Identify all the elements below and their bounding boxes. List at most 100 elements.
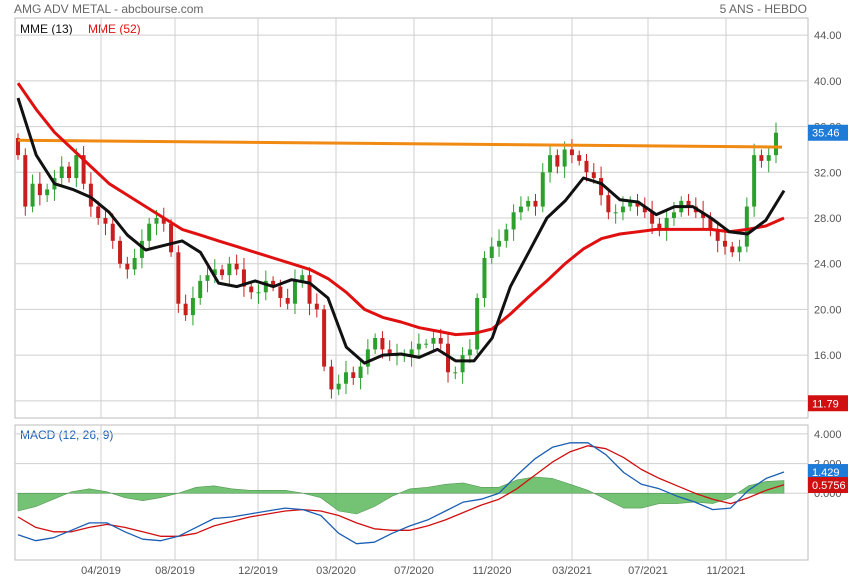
candle-body: [730, 246, 735, 253]
candle-body: [241, 269, 246, 287]
candle-body: [59, 166, 64, 178]
candle-body: [599, 178, 604, 196]
candle-body: [759, 155, 764, 161]
candle-body: [628, 200, 633, 207]
candle-body: [30, 183, 35, 207]
candle-body: [752, 155, 757, 207]
candle-body: [45, 189, 50, 196]
candle-body: [37, 183, 42, 196]
candle-body: [577, 155, 582, 161]
low-price-badge: 11.79: [812, 398, 839, 410]
candle-body: [358, 366, 363, 378]
candle-body: [518, 206, 523, 213]
x-tick-label: 11/2021: [707, 565, 746, 577]
candle-body: [766, 155, 771, 161]
price-y-tick-label: 24.00: [814, 259, 842, 271]
candle-body: [650, 212, 655, 224]
candle-body: [307, 275, 312, 304]
legend-mme-13: MME (13): [20, 22, 73, 36]
candle-body: [292, 280, 297, 304]
candle-body: [737, 246, 742, 253]
candle-body: [322, 309, 327, 367]
candle-body: [715, 229, 720, 241]
candle-body: [132, 258, 137, 270]
x-tick-label: 03/2021: [552, 565, 592, 577]
candle-body: [642, 206, 647, 213]
candle-body: [489, 246, 494, 258]
candle-body: [190, 298, 195, 316]
candle-body: [467, 349, 472, 356]
macd-y-tick-label: 4.000: [814, 429, 842, 441]
macd-histogram: [17, 476, 785, 515]
macd-value-badge-bg: [808, 464, 848, 481]
price-y-tick-label: 32.00: [814, 167, 842, 179]
candle-body: [212, 269, 217, 276]
candle-body: [154, 218, 159, 224]
macd-signal-badge-bg: [808, 477, 848, 494]
resistance-line: [17, 138, 783, 149]
candle-body: [271, 280, 276, 287]
price-y-tick-label: 20.00: [814, 304, 842, 316]
candle-body: [774, 132, 778, 156]
candle-body: [314, 303, 319, 310]
macd-signal-badge: 0.5756: [812, 480, 846, 492]
candle-body: [183, 303, 188, 316]
x-tick-label: 07/2021: [628, 565, 668, 577]
candle-body: [497, 240, 502, 247]
candle-body: [96, 206, 101, 218]
candle-body: [548, 155, 553, 173]
candle-body: [657, 223, 662, 230]
candle-body: [424, 343, 429, 345]
candle-body: [205, 275, 210, 281]
candle-body: [635, 200, 640, 207]
candle-body: [453, 372, 458, 374]
candle-body: [263, 280, 268, 293]
last-price-badge-bg: [808, 124, 848, 141]
candle-body: [511, 212, 516, 230]
candle-body: [671, 212, 676, 218]
low-price-badge-bg: [808, 395, 848, 412]
candle-body: [373, 338, 378, 350]
candle-body: [74, 155, 79, 178]
candle-body: [460, 355, 465, 373]
macd-signal-line: [17, 445, 785, 537]
candle-body: [256, 292, 261, 294]
candle-body: [336, 383, 341, 390]
candle-body: [329, 366, 334, 390]
candle-body: [555, 155, 560, 167]
x-tick-label: 11/2020: [473, 565, 512, 577]
candle-body: [110, 223, 115, 241]
candle-body: [227, 263, 232, 276]
legend-macd: MACD (12, 26, 9): [20, 428, 114, 442]
candle-body: [482, 258, 487, 298]
x-tick-label: 08/2019: [155, 565, 195, 577]
candle-body: [285, 298, 290, 304]
candle-body: [504, 229, 509, 241]
candle-body: [169, 223, 174, 253]
candle-body: [664, 218, 669, 230]
chart-header-title: AMG ADV METAL - abcbourse.com: [14, 2, 204, 16]
candle-body: [584, 160, 589, 173]
candle-body: [438, 338, 443, 344]
x-tick-label: 07/2020: [394, 565, 434, 577]
candle-body: [722, 240, 727, 247]
candle-body: [387, 349, 392, 356]
candle-body: [118, 240, 123, 264]
candle-body: [533, 200, 538, 207]
macd-value-badge: 1.429: [812, 467, 840, 479]
x-tick-label: 04/2019: [81, 565, 121, 577]
candle-body: [103, 218, 108, 224]
candle-body: [613, 212, 618, 214]
candle-body: [409, 349, 414, 356]
last-price-badge: 35.46: [812, 128, 840, 140]
candle-body: [446, 343, 451, 373]
candle-body: [67, 166, 72, 178]
candle-body: [220, 269, 225, 276]
candle-body: [300, 275, 305, 281]
price-y-tick-label: 40.00: [814, 76, 842, 88]
candle-body: [81, 155, 86, 184]
candle-body: [198, 280, 203, 298]
macd-line: [17, 442, 785, 545]
x-tick-label: 03/2020: [316, 565, 356, 577]
